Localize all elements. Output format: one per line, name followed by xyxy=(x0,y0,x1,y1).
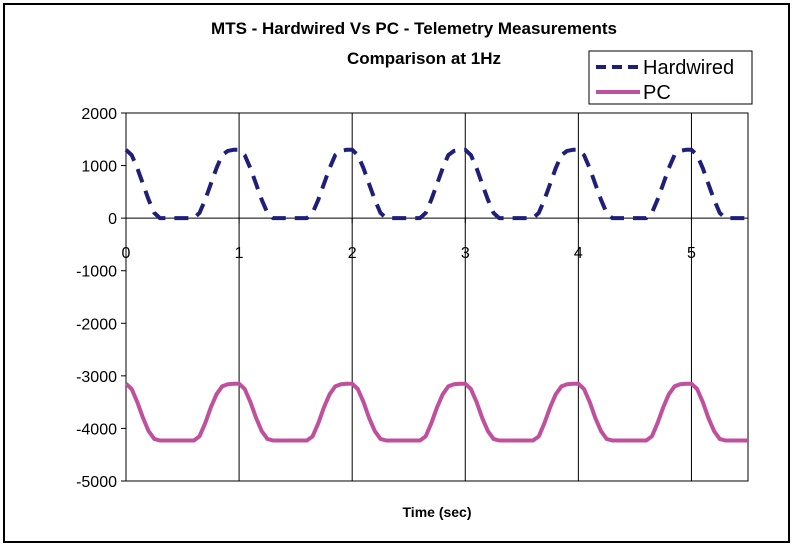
y-tick-label: -1000 xyxy=(76,264,117,281)
x-tick-label: 1 xyxy=(235,245,244,262)
y-tick-label: -2000 xyxy=(76,316,117,333)
x-tick-label: 3 xyxy=(461,245,470,262)
series-layer xyxy=(124,147,748,443)
legend-label-pc: PC xyxy=(643,82,671,104)
x-axis-ticks: 0 1 2 3 4 5 xyxy=(122,218,696,262)
x-tick-label: 5 xyxy=(687,245,696,262)
series-line-pc xyxy=(124,381,748,443)
plot-area xyxy=(125,112,749,482)
y-tick-label: -4000 xyxy=(76,421,117,438)
x-tick-label: 4 xyxy=(574,245,583,262)
x-axis-label: Time (sec) xyxy=(403,504,472,520)
x-tick-label: 2 xyxy=(348,245,357,262)
legend: Hardwired PC xyxy=(588,50,753,105)
legend-box xyxy=(588,50,753,105)
y-tick-label: -5000 xyxy=(76,474,117,491)
y-axis-ticks: 2000 1000 0 -1000 -2000 -3000 -4000 -5000 xyxy=(76,106,126,491)
series-line-hardwired xyxy=(124,147,748,221)
chart-subtitle: Comparison at 1Hz xyxy=(347,49,501,68)
chart-title: MTS - Hardwired Vs PC - Telemetry Measur… xyxy=(211,19,617,38)
y-tick-label: 2000 xyxy=(81,106,117,123)
grid-lines xyxy=(238,113,692,481)
x-tick-label: 0 xyxy=(122,245,131,262)
y-tick-label: -3000 xyxy=(76,369,117,386)
y-tick-label: 0 xyxy=(108,211,117,228)
legend-label-hardwired: Hardwired xyxy=(643,57,734,79)
y-tick-label: 1000 xyxy=(81,159,117,176)
